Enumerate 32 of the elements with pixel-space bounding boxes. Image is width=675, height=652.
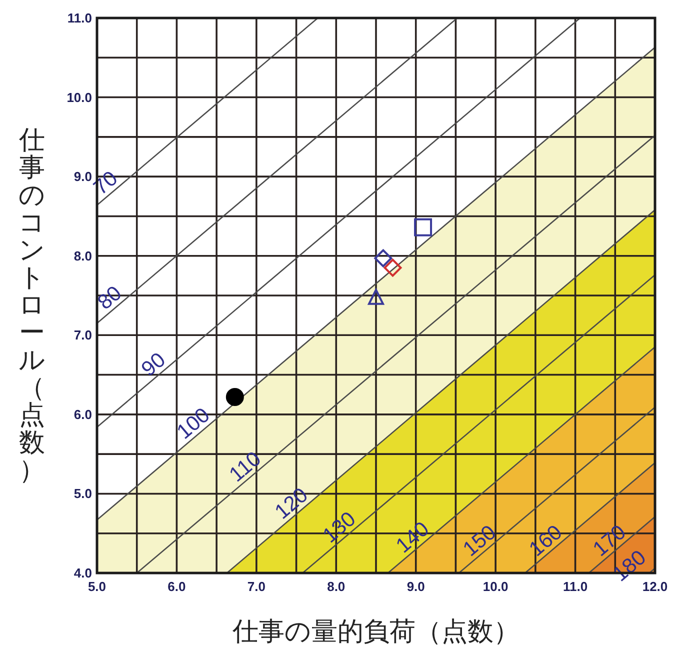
text: 100	[172, 404, 214, 444]
point	[226, 388, 244, 406]
y-tick-label: 9.0	[74, 169, 92, 184]
y-tick-label: 10.0	[66, 90, 92, 105]
text: 120	[270, 484, 312, 524]
x-tick-label: 9.0	[406, 579, 425, 594]
x-axis-title: 仕事の量的負荷（点数）	[232, 617, 520, 647]
x-tick-label: 10.0	[482, 579, 508, 594]
text: 160	[525, 520, 567, 562]
text: 80	[93, 282, 126, 314]
text: 130	[318, 507, 360, 548]
text: 仕事のコントロール（点数）	[18, 126, 46, 486]
x-tick-label: 8.0	[327, 579, 346, 594]
text: 110	[225, 447, 266, 487]
x-tick-label: 12.0	[642, 579, 668, 594]
point	[368, 288, 384, 305]
x-tick-label: 5.0	[88, 579, 106, 594]
text: 150	[458, 520, 501, 562]
point	[384, 258, 402, 277]
text: 90	[137, 348, 170, 382]
y-tick-label: 4.0	[74, 566, 92, 580]
x-tick-label: 7.0	[247, 579, 266, 594]
y-tick-label: 5.0	[74, 486, 92, 502]
y-tick-label: 6.0	[74, 406, 92, 422]
text: 140	[392, 518, 434, 558]
x-tick-label: 11.0	[562, 579, 588, 594]
point	[414, 218, 432, 236]
y-tick-label: 11.0	[67, 10, 92, 26]
y-tick-label: 7.0	[74, 328, 92, 343]
point	[374, 249, 392, 268]
x-tick-label: 6.0	[168, 579, 186, 594]
y-tick-label: 8.0	[74, 248, 92, 264]
